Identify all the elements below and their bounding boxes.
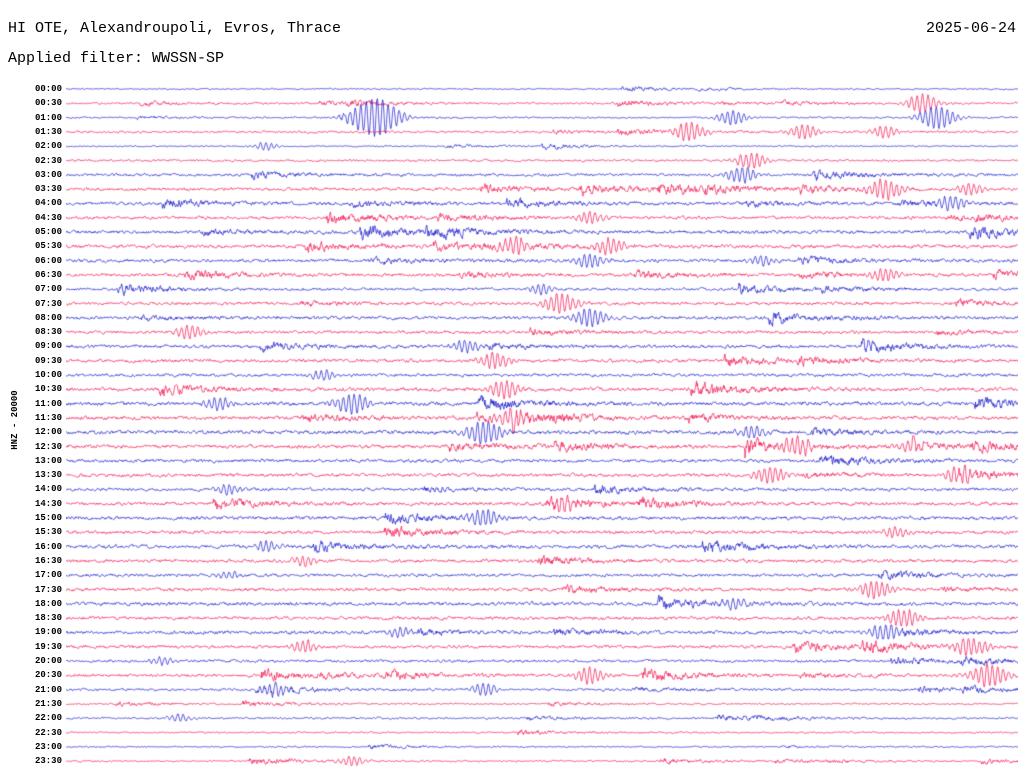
time-label: 08:00 [34,312,62,323]
time-label: 11:30 [34,412,62,423]
time-label: 14:30 [34,498,62,509]
time-label: 23:00 [34,741,62,752]
time-label: 20:00 [34,656,62,666]
time-label: 05:00 [34,227,62,237]
time-label: 21:30 [34,698,62,709]
time-label: 22:00 [34,713,62,724]
time-label: 10:30 [34,384,62,395]
time-label: 16:00 [34,541,62,552]
time-label: 07:30 [34,298,62,309]
date-label: 2025-06-24 [925,20,1016,37]
time-label: 13:30 [34,470,62,481]
time-label: 18:00 [34,598,62,609]
time-label: 00:00 [34,84,62,94]
time-label: 10:00 [34,370,62,380]
time-label: 16:30 [34,555,62,566]
time-label: 17:30 [34,584,62,595]
time-label: 06:00 [34,255,62,266]
time-label: 04:30 [34,212,62,223]
time-label: 12:30 [34,441,62,452]
time-label: 20:30 [34,670,62,681]
filter-label: Applied filter: WWSSN-SP [8,50,225,67]
time-label: 00:30 [34,98,62,109]
time-label: 03:00 [34,169,62,180]
time-label: 04:00 [34,198,62,209]
time-label: 13:00 [34,455,62,466]
time-label: 09:00 [34,341,62,352]
time-label: 06:30 [34,269,62,280]
time-label: 01:30 [34,126,62,137]
time-label: 22:30 [34,727,62,738]
time-label: 14:00 [34,484,62,495]
time-label: 01:00 [34,112,62,123]
time-label: 21:00 [34,684,62,695]
time-label: 23:30 [34,756,62,767]
time-label: 19:30 [34,641,62,652]
time-label: 19:00 [34,627,62,638]
time-label: 11:00 [34,398,62,409]
time-label: 15:00 [34,513,62,523]
time-label: 07:00 [34,284,62,295]
seismogram-traces [66,82,1018,772]
time-label: 05:30 [34,241,62,252]
time-label: 02:30 [34,155,62,166]
station-title: HI OTE, Alexandroupoli, Evros, Thrace [8,20,342,37]
time-label: 08:30 [34,327,62,338]
time-label: 02:00 [34,141,62,152]
time-label: 12:00 [34,427,62,438]
time-label: 03:30 [34,184,62,195]
time-label: 18:30 [34,613,62,624]
time-label: 15:30 [34,527,62,538]
time-label: 17:00 [34,570,62,581]
time-label: 09:30 [34,355,62,366]
